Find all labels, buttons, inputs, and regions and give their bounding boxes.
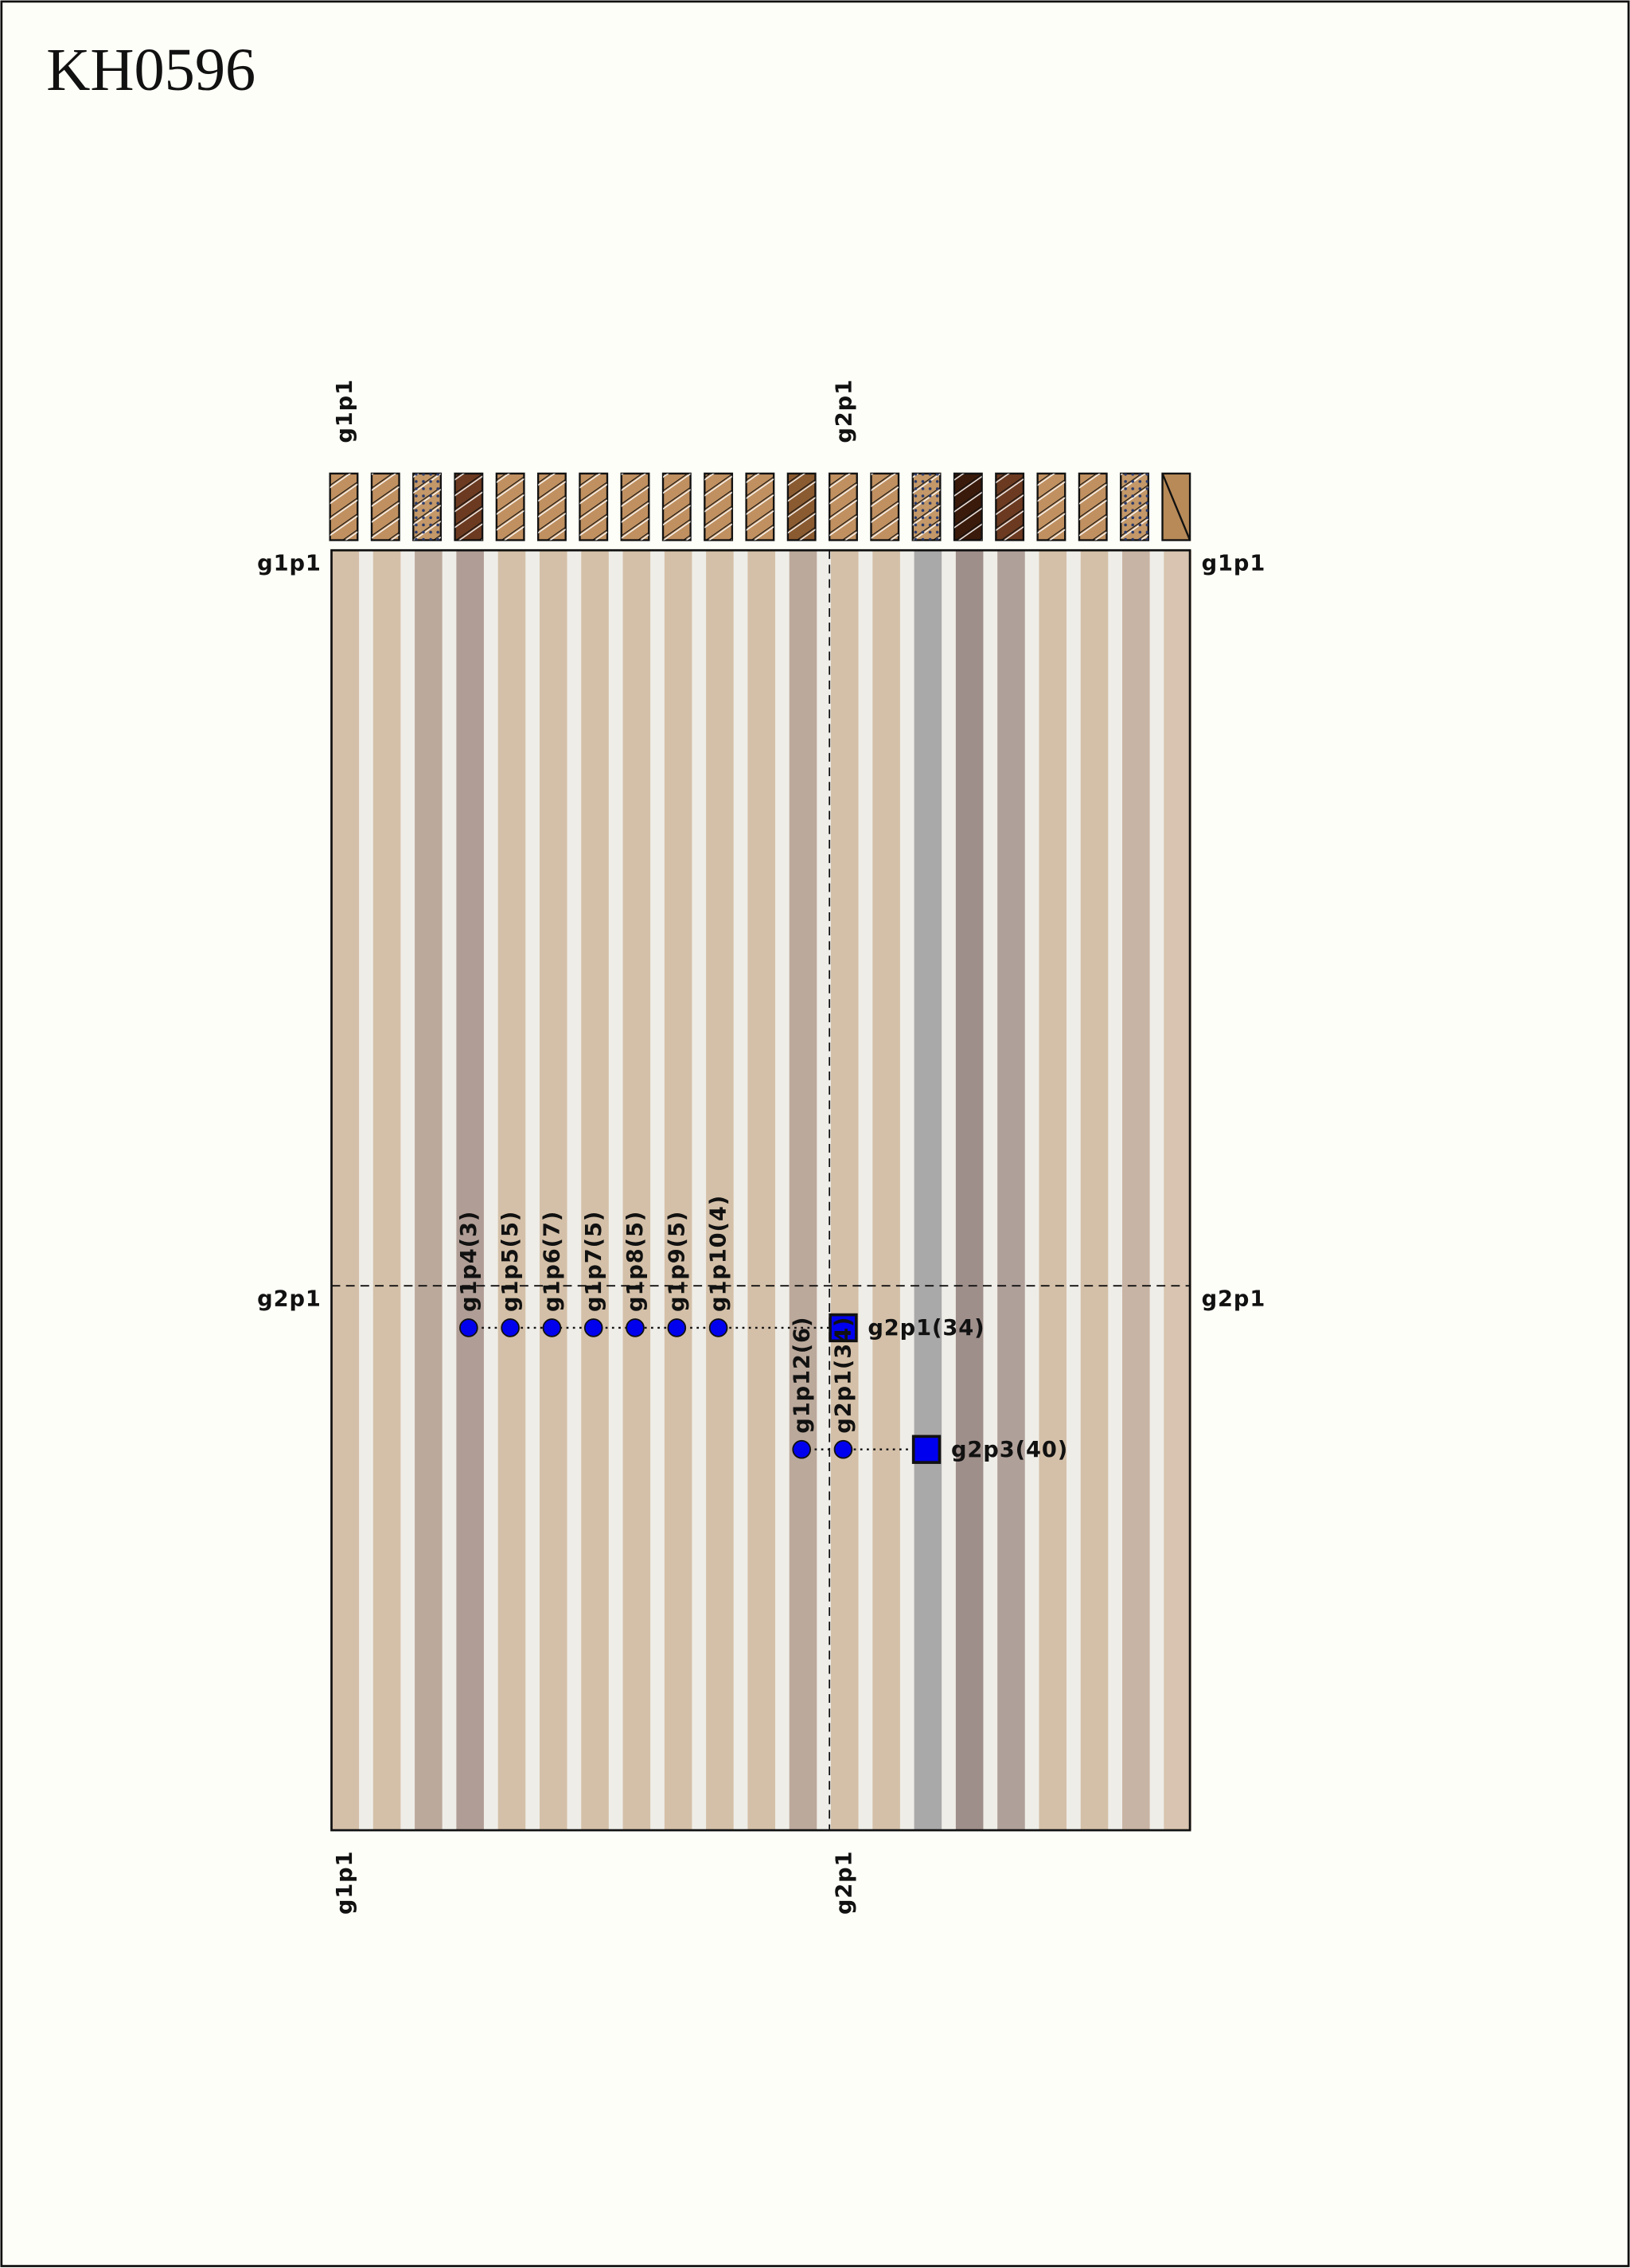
point-label: g1p6(7)	[540, 1211, 565, 1312]
top-label: g1p1	[333, 379, 357, 443]
point-label: g1p8(5)	[623, 1211, 648, 1312]
swatch-dots	[413, 473, 441, 541]
swatch-hatch	[621, 473, 649, 541]
point-label: g1p9(5)	[665, 1211, 689, 1312]
stripe	[664, 550, 692, 1831]
end-marker	[911, 1435, 942, 1464]
swatch-hatch	[454, 473, 483, 541]
bottom-label: g1p1	[333, 1851, 357, 1915]
stripe	[331, 550, 360, 1831]
point	[708, 1318, 728, 1337]
swatch-hatch	[829, 473, 857, 541]
end-label: g2p1(34)	[868, 1316, 985, 1341]
point-label: g1p7(5)	[582, 1211, 606, 1312]
point-label: g1p5(5)	[498, 1211, 523, 1312]
end-marker	[829, 1313, 858, 1343]
point	[626, 1318, 645, 1337]
swatch-hatch	[1037, 473, 1066, 541]
swatch-hatch	[871, 473, 899, 541]
swatch-hatch	[954, 473, 982, 541]
stripe	[997, 550, 1025, 1831]
stripe	[497, 550, 526, 1831]
stripe	[955, 550, 984, 1831]
stripe	[1164, 550, 1191, 1831]
diagram: g1p1 g1p1 g2p1 g2p1 g1p1 g1p1 g2p1 g2p1 g1p4(3) g…	[257, 379, 1265, 1915]
stripe	[372, 550, 401, 1831]
stripe	[872, 550, 900, 1831]
stripe	[1080, 550, 1109, 1831]
point	[792, 1439, 811, 1459]
stripe	[1039, 550, 1067, 1831]
title: KH0596	[46, 36, 255, 103]
stripe	[747, 550, 775, 1831]
point	[667, 1318, 687, 1337]
stripe	[539, 550, 567, 1831]
swatch-hatch	[704, 473, 732, 541]
stripe	[622, 550, 651, 1831]
stripe	[456, 550, 484, 1831]
end-label: g2p3(40)	[951, 1438, 1068, 1462]
stripe	[581, 550, 609, 1831]
point	[583, 1318, 603, 1337]
point	[459, 1318, 478, 1337]
stripe	[831, 550, 859, 1831]
swatch-hatch	[996, 473, 1024, 541]
swatch-hatch	[538, 473, 566, 541]
swatch-hatch	[579, 473, 607, 541]
swatch-hatch	[496, 473, 524, 541]
left-label: g2p1	[257, 1287, 322, 1312]
swatch-hatch	[1078, 473, 1107, 541]
point	[833, 1439, 853, 1459]
bottom-label: g2p1	[832, 1851, 856, 1915]
point	[542, 1318, 562, 1337]
point-label: g2p1(34)	[832, 1317, 856, 1434]
swatch-hatch	[787, 473, 816, 541]
stripe	[789, 550, 817, 1831]
stripe	[706, 550, 734, 1831]
point-label: g1p12(6)	[790, 1317, 814, 1434]
point-label: g1p10(4)	[707, 1195, 731, 1312]
stripe	[1122, 550, 1150, 1831]
panel-border	[330, 548, 1191, 1832]
stripe	[914, 550, 942, 1831]
swatch-hatch	[663, 473, 691, 541]
swatch-dots	[912, 473, 941, 541]
stripe	[415, 550, 443, 1831]
swatch-hatch	[330, 473, 358, 541]
right-label: g2p1	[1202, 1287, 1266, 1312]
right-label: g1p1	[1202, 552, 1266, 576]
point-label: g1p4(3)	[457, 1211, 482, 1312]
swatch-hatch	[746, 473, 774, 541]
swatch-hatch	[1161, 473, 1191, 541]
left-label: g1p1	[257, 552, 322, 576]
top-label: g2p1	[832, 379, 856, 443]
point	[501, 1318, 520, 1337]
swatch-dots	[1121, 473, 1148, 541]
swatch-hatch	[371, 473, 400, 541]
